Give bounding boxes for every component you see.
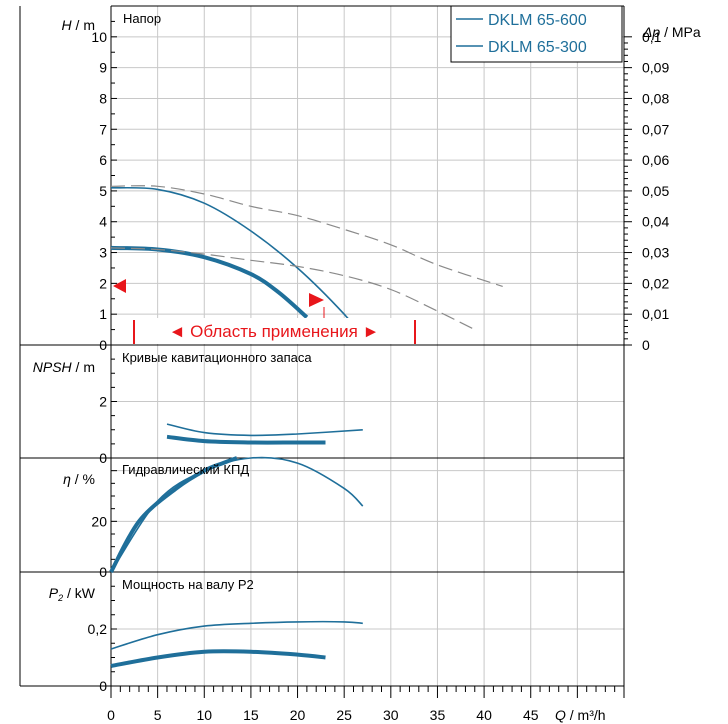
legend-label-300: DKLM 65-300 bbox=[488, 39, 587, 56]
head-curve-dashed-3 bbox=[111, 248, 475, 330]
pressure-tick-label: 0,04 bbox=[642, 214, 669, 230]
pressure-tick-label: 0,08 bbox=[642, 90, 669, 106]
head-y-tick-label: 5 bbox=[99, 183, 107, 199]
pressure-axis-label: Δp / MPa bbox=[642, 24, 701, 40]
power-panel-title: Мощность на валу P2 bbox=[122, 577, 254, 592]
range-start-marker-icon bbox=[113, 279, 126, 293]
head-y-tick-label: 1 bbox=[99, 306, 107, 322]
axis-layer: 0123456789100202000,200,010,020,030,040,… bbox=[20, 6, 669, 723]
x-tick-label: 40 bbox=[476, 707, 492, 723]
head-y-tick-label: 4 bbox=[99, 214, 107, 230]
head-y-tick-label: 7 bbox=[99, 121, 107, 137]
x-tick-label: 15 bbox=[243, 707, 259, 723]
x-tick-label: 35 bbox=[430, 707, 446, 723]
npsh-curve-300 bbox=[167, 437, 326, 443]
eff-y-tick-label: 20 bbox=[91, 513, 107, 529]
power-axis-label: P2 / kW bbox=[49, 585, 96, 603]
x-tick-label: 5 bbox=[154, 707, 162, 723]
npsh-panel-title: Кривые кавитационного запаса bbox=[122, 350, 312, 365]
power-y-tick-label: 0,2 bbox=[88, 621, 108, 637]
x-axis-var: Q bbox=[555, 707, 566, 723]
operating-range-label: ◄ Область применения ► bbox=[169, 322, 380, 341]
pressure-tick-label: 0,03 bbox=[642, 245, 669, 261]
head-y-tick-label: 6 bbox=[99, 152, 107, 168]
power-y-tick-label: 0 bbox=[99, 678, 107, 694]
pressure-tick-label: 0,07 bbox=[642, 121, 669, 137]
pressure-tick-label: 0 bbox=[642, 337, 650, 353]
npsh-axis-unit: / m bbox=[72, 359, 95, 375]
range-end-marker-icon bbox=[309, 293, 324, 307]
pressure-tick-label: 0,02 bbox=[642, 275, 669, 291]
pressure-tick-label: 0,06 bbox=[642, 152, 669, 168]
head-curve-300 bbox=[111, 248, 307, 317]
head-axis-label: H / m bbox=[62, 17, 95, 33]
pressure-tick-label: 0,01 bbox=[642, 306, 669, 322]
legend-label-600: DKLM 65-600 bbox=[488, 12, 587, 29]
x-axis-unit: / m³/h bbox=[566, 707, 606, 723]
pressure-axis-var: Δp bbox=[642, 24, 660, 40]
head-curve-dashed-2 bbox=[111, 186, 503, 287]
head-y-tick-label: 8 bbox=[99, 90, 107, 106]
x-tick-label: 20 bbox=[290, 707, 306, 723]
head-axis-unit: / m bbox=[72, 17, 95, 33]
npsh-curve-600 bbox=[167, 424, 363, 435]
head-y-tick-label: 9 bbox=[99, 60, 107, 76]
operating-range: ◄ Область применения ► bbox=[131, 318, 418, 344]
x-tick-label: 0 bbox=[107, 707, 115, 723]
power-curve-300 bbox=[111, 651, 326, 666]
x-tick-label: 10 bbox=[196, 707, 212, 723]
head-y-tick-label: 2 bbox=[99, 275, 107, 291]
power-axis-unit: / kW bbox=[63, 585, 96, 601]
npsh-axis-var: NPSH bbox=[33, 359, 73, 375]
legend: DKLM 65-600 DKLM 65-300 bbox=[451, 6, 622, 62]
power-curve-600 bbox=[111, 622, 363, 649]
efficiency-panel-title: Гидравлический КПД bbox=[122, 462, 249, 477]
pressure-tick-label: 0,05 bbox=[642, 183, 669, 199]
x-tick-label: 30 bbox=[383, 707, 399, 723]
head-y-tick-label: 0 bbox=[99, 337, 107, 353]
curve-layer bbox=[111, 186, 503, 666]
efficiency-axis-unit: / % bbox=[71, 471, 95, 487]
npsh-y-tick-label: 2 bbox=[99, 394, 107, 410]
head-y-tick-label: 3 bbox=[99, 245, 107, 261]
x-tick-label: 45 bbox=[523, 707, 539, 723]
pressure-axis-unit: / MPa bbox=[660, 24, 701, 40]
eff-y-tick-label: 0 bbox=[99, 564, 107, 580]
head-panel-title: Напор bbox=[123, 11, 161, 26]
pressure-tick-label: 0,09 bbox=[642, 60, 669, 76]
efficiency-axis-label: η / % bbox=[63, 471, 95, 487]
npsh-axis-label: NPSH / m bbox=[33, 359, 95, 375]
x-tick-label: 25 bbox=[336, 707, 352, 723]
x-axis-label: Q / m³/h bbox=[555, 707, 606, 723]
npsh-y-tick-label: 0 bbox=[99, 450, 107, 466]
